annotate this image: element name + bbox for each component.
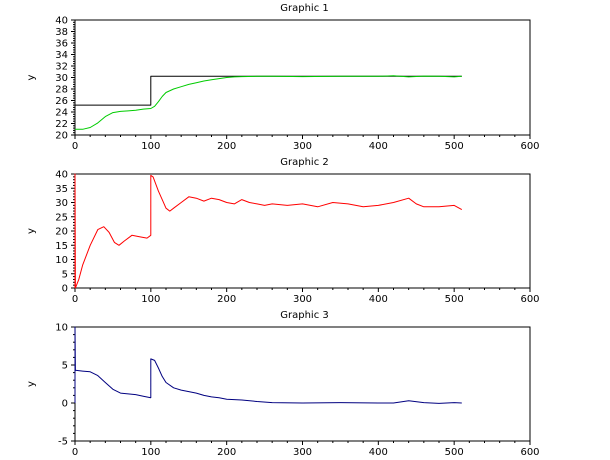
chart-3: Graphic 3 y 0 100 200 300 400 500 600 -5 0 5 10: [26, 310, 540, 458]
y-tick-label: 30: [55, 198, 68, 209]
x-tick-label: 0: [72, 141, 78, 152]
series-line-control: [74, 173, 463, 289]
chart-1: Graphic 1y0 100 200 300 400 500 60020222426283…: [26, 3, 540, 152]
x-tick-label: 400: [369, 447, 388, 458]
x-tick-label: 0: [72, 294, 78, 305]
x-tick-label: 300: [293, 294, 312, 305]
y-tick-label: 36: [55, 39, 68, 50]
y-tick-label: 10: [55, 255, 68, 266]
x-tick-label: 200: [217, 447, 236, 458]
y-tick-label: 30: [55, 73, 68, 84]
y-axis-label: y: [26, 74, 37, 80]
x-tick-label: 0: [72, 447, 78, 458]
y-tick-label: 40: [55, 16, 68, 27]
y-tick-label: -5: [58, 437, 68, 448]
y-tick-label: 0: [62, 399, 68, 410]
x-tick-label: 600: [520, 294, 539, 305]
x-tick-label: 400: [369, 141, 388, 152]
x-tick-label: 500: [445, 447, 464, 458]
x-tick-label: 100: [141, 447, 160, 458]
y-tick-label: 40: [55, 170, 68, 181]
chart-title: Graphic 1: [280, 3, 329, 14]
y-tick-label: 35: [55, 184, 68, 195]
y-tick-label: 15: [55, 241, 68, 252]
plots: Graphic 1y0 100 200 300 400 500 60020222426283…: [26, 3, 540, 458]
x-tick-label: 500: [445, 294, 464, 305]
y-tick-label: 22: [55, 119, 68, 130]
x-tick-label: 100: [141, 141, 160, 152]
x-tick-label: 500: [445, 141, 464, 152]
y-tick-label: 34: [55, 50, 68, 61]
y-tick-label: 10: [55, 323, 68, 334]
x-tick-label: 400: [369, 294, 388, 305]
x-tick-label: 200: [217, 294, 236, 305]
y-tick-label: 26: [55, 96, 68, 107]
y-tick-label: 20: [55, 227, 68, 238]
y-tick-label: 25: [55, 212, 68, 223]
y-axis-label: y: [26, 381, 37, 387]
chart-title: Graphic 2: [280, 157, 329, 168]
y-axis-label: y: [26, 228, 37, 234]
x-tick-label: 600: [520, 447, 539, 458]
y-tick-label: 5: [62, 361, 68, 372]
y-tick-label: 38: [55, 27, 68, 38]
series-line-output: [75, 75, 462, 130]
x-tick-label: 300: [293, 141, 312, 152]
y-tick-label: 28: [55, 85, 68, 96]
series-line-error: [74, 326, 462, 404]
y-tick-label: 0: [62, 284, 68, 295]
y-tick-label: 5: [62, 269, 68, 280]
chart-title: Graphic 3: [280, 310, 329, 321]
x-tick-label: 100: [141, 294, 160, 305]
chart-2: Graphic 2 y 0 100 200 300 400 500 600 0 5 10 15 20 25 3…: [26, 157, 540, 305]
y-tick-label: 20: [55, 131, 68, 142]
y-tick-label: 24: [55, 108, 68, 119]
x-tick-label: 600: [520, 141, 539, 152]
x-tick-label: 300: [293, 447, 312, 458]
y-tick-label: 32: [55, 62, 68, 73]
x-tick-label: 200: [217, 141, 236, 152]
